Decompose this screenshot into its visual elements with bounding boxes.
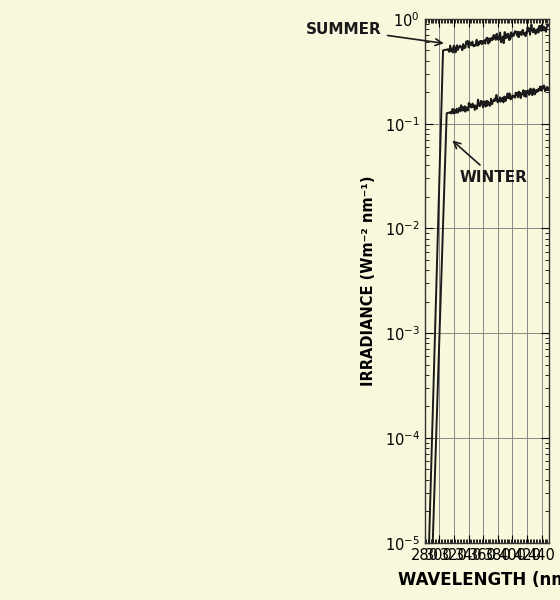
Text: WINTER: WINTER [454,142,528,185]
Y-axis label: IRRADIANCE (Wm⁻² nm⁻¹): IRRADIANCE (Wm⁻² nm⁻¹) [361,176,376,386]
Text: SUMMER: SUMMER [306,22,442,46]
X-axis label: WAVELENGTH (nm): WAVELENGTH (nm) [398,571,560,589]
